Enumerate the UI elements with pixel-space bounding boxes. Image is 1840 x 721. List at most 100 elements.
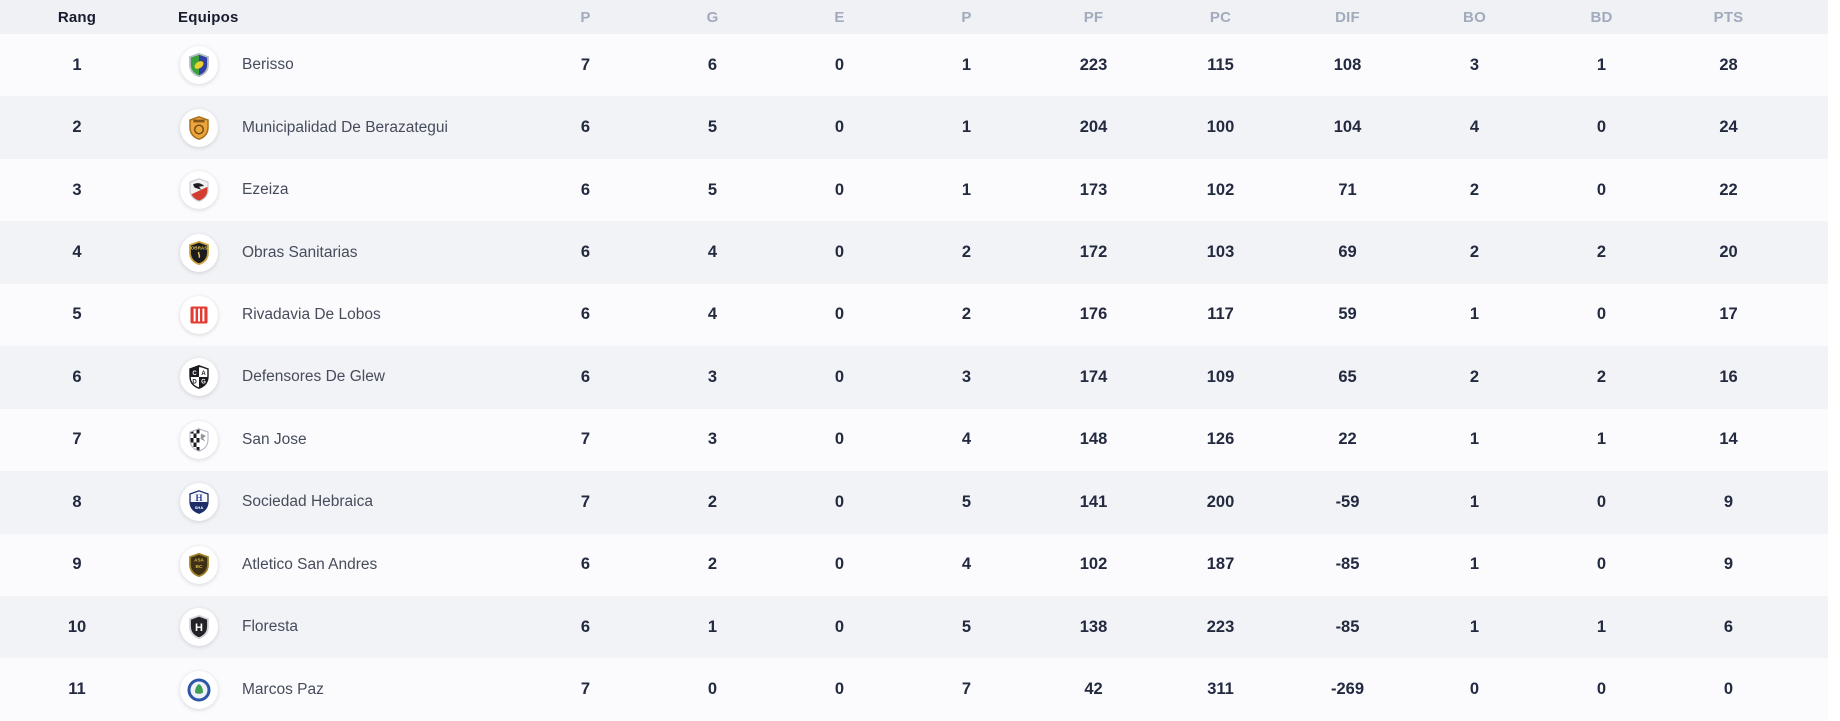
stat-bo: 2 [1469, 243, 1480, 262]
stat-bo: 1 [1469, 555, 1480, 574]
stat-pts: 16 [1719, 367, 1738, 386]
stat-bd: 0 [1596, 118, 1607, 137]
stat-pts: 24 [1719, 118, 1738, 137]
svg-text:SHA: SHA [195, 505, 204, 510]
stat-dif: 108 [1333, 55, 1362, 74]
rank-value: 2 [72, 118, 82, 137]
stat-p: 6 [580, 305, 591, 324]
team-name: Ezeiza [242, 181, 289, 199]
stat-pf: 172 [1079, 243, 1108, 262]
stat-g: 0 [707, 680, 718, 699]
team-logo-icon [180, 171, 218, 210]
rank-value: 4 [72, 243, 82, 262]
stat-bd: 2 [1596, 367, 1607, 386]
team-logo-icon [180, 670, 218, 709]
stat-pf: 138 [1079, 617, 1108, 636]
stat-pp: 1 [961, 118, 972, 137]
stat-pf: 174 [1079, 367, 1108, 386]
stat-e: 0 [834, 367, 845, 386]
stat-bd: 2 [1596, 243, 1607, 262]
stat-pf: 148 [1079, 430, 1108, 449]
stat-dif: 65 [1338, 367, 1357, 386]
stat-dif: 69 [1338, 243, 1357, 262]
stat-pp: 1 [961, 180, 972, 199]
svg-text:H: H [195, 622, 203, 634]
svg-text:BC: BC [196, 564, 203, 570]
column-header-e: E [834, 8, 845, 26]
stat-pf: 42 [1084, 680, 1103, 699]
stat-dif: -59 [1335, 492, 1360, 511]
rank-value: 6 [72, 367, 82, 386]
stat-e: 0 [834, 243, 845, 262]
stat-pts: 14 [1719, 430, 1738, 449]
team-logo-icon: ASA BC [180, 545, 218, 584]
stat-p: 6 [580, 555, 591, 574]
stat-pp: 2 [961, 243, 972, 262]
stat-dif: 71 [1338, 180, 1357, 199]
stat-pf: 176 [1079, 305, 1108, 324]
team-name: Municipalidad De Berazategui [242, 118, 448, 136]
table-body: 1 Berisso 7 6 0 1 223 115 108 3 1 28 2 Municipalidad … [0, 34, 1828, 721]
column-header-g: G [706, 8, 719, 26]
stat-pc: 103 [1206, 243, 1235, 262]
team-name: San Jose [242, 430, 307, 448]
stat-bd: 1 [1596, 55, 1607, 74]
stat-dif: -85 [1335, 555, 1360, 574]
stat-pts: 6 [1723, 617, 1734, 636]
svg-text:OBRAS: OBRAS [191, 245, 208, 250]
stat-e: 0 [834, 492, 845, 511]
stat-bo: 2 [1469, 180, 1480, 199]
team-logo-icon [180, 295, 218, 334]
team-name: Defensores De Glew [242, 368, 386, 386]
stat-e: 0 [834, 180, 845, 199]
stat-e: 0 [834, 430, 845, 449]
stat-pc: 115 [1207, 55, 1234, 74]
column-header-bo: BO [1463, 8, 1486, 26]
stat-bo: 4 [1469, 118, 1480, 137]
stat-pc: 200 [1206, 492, 1235, 511]
table-row: 2 Municipalidad De Berazategui 6 5 0 1 204 100 1… [0, 96, 1828, 159]
team-name: Floresta [242, 618, 298, 636]
stat-pp: 5 [961, 492, 972, 511]
stat-pf: 102 [1079, 555, 1108, 574]
team-name: Marcos Paz [242, 680, 324, 698]
column-header-pts: PTS [1713, 8, 1744, 26]
table-row: 4 OBRAS Obras Sanitarias 6 4 0 2 172 103 69 2 2 20 [0, 221, 1828, 284]
stat-p: 7 [580, 430, 591, 449]
stat-pts: 20 [1719, 243, 1738, 262]
team-cell: Ezeiza [154, 171, 522, 210]
stat-p: 7 [580, 55, 591, 74]
table-row: 6 C A D G Defensores De Glew 6 3 0 3 174 109 65 2 2 16 [0, 346, 1828, 409]
stat-pts: 0 [1723, 680, 1734, 699]
team-cell: C A D G Defensores De Glew [154, 358, 522, 397]
stat-pf: 173 [1079, 180, 1108, 199]
svg-text:ASA: ASA [194, 557, 204, 562]
stat-g: 6 [707, 55, 718, 74]
stat-bd: 0 [1596, 305, 1607, 324]
team-logo-icon [180, 46, 218, 85]
column-header-p: P [580, 8, 591, 26]
stat-p: 6 [580, 118, 591, 137]
stat-pts: 22 [1719, 180, 1738, 199]
column-header-pf: PF [1083, 8, 1104, 26]
team-cell: San Jose [154, 420, 522, 459]
stat-bo: 1 [1469, 305, 1480, 324]
team-cell: Rivadavia De Lobos [154, 295, 522, 334]
team-logo-icon [180, 420, 218, 459]
stat-pf: 141 [1079, 492, 1108, 511]
stat-dif: 59 [1338, 305, 1357, 324]
column-header-rank: Rang [57, 8, 97, 26]
stat-pp: 1 [961, 55, 972, 74]
stat-pts: 17 [1719, 305, 1738, 324]
stat-g: 2 [707, 492, 718, 511]
svg-text:G: G [201, 380, 206, 386]
stat-pc: 102 [1206, 180, 1235, 199]
team-cell: OBRAS Obras Sanitarias [154, 233, 522, 272]
stat-bo: 0 [1469, 680, 1480, 699]
team-cell: Municipalidad De Berazategui [154, 108, 522, 147]
stat-bd: 1 [1596, 430, 1607, 449]
team-logo-icon [180, 108, 218, 147]
rank-value: 10 [67, 617, 87, 636]
table-row: 11 Marcos Paz 7 0 0 7 42 311 -269 0 0 0 [0, 658, 1828, 721]
